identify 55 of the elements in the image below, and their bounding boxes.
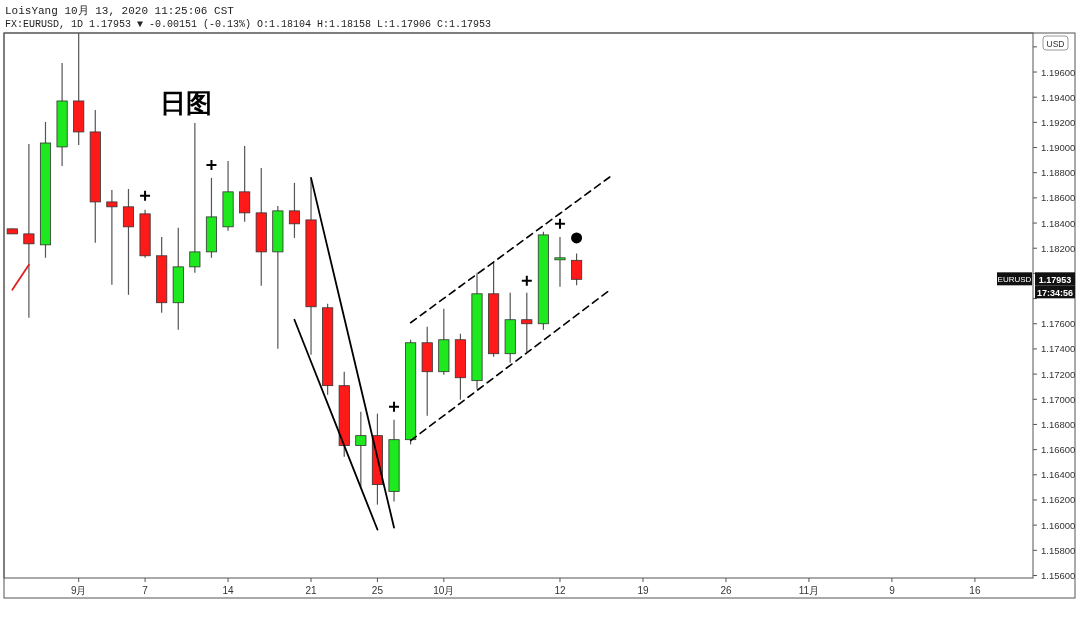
y-tick-label: 1.16600 [1041,444,1076,456]
line-series [293,318,379,531]
x-tick-label: 19 [637,585,649,596]
x-tick-label: 10月 [433,585,455,596]
candlestick [122,188,135,296]
y-tick-label: 1.18800 [1041,167,1076,179]
point [139,189,152,202]
y-tick-label: 1.18600 [1041,192,1076,204]
x-tick-label: 9月 [70,585,87,596]
y-tick-label: 1.19600 [1041,66,1076,78]
x-tick-label: 16 [969,585,981,596]
line-series [310,176,395,529]
y-tick-label: 1.17200 [1041,368,1076,380]
candlestick [239,145,251,223]
annotation: EURUSD [997,275,1032,285]
point [520,274,533,287]
candlestick [23,143,35,319]
x-tick-label: 12 [554,585,566,596]
x-tick-label: 14 [222,585,235,596]
candlestick [554,236,566,288]
annotation: 日图 [160,88,212,118]
y-tick-label: 1.18400 [1041,217,1076,229]
y-tick-label: 1.15600 [1041,569,1076,581]
x-tick-label: 21 [305,585,318,596]
candlestick [106,189,118,286]
x-tick-label: 7 [142,585,149,596]
line-series [409,176,611,324]
y-tick-label: 1.16800 [1041,418,1076,430]
y-tick-label: 1.19200 [1041,116,1076,128]
point [388,400,401,413]
text: USD [1046,38,1065,49]
x-tick-label: 25 [371,585,384,596]
y-tick-label: 1.16200 [1041,494,1076,506]
annotation: 1.17953 [1038,274,1072,285]
candlestick [521,292,533,354]
line-series [409,289,611,442]
text: 17:34:56 [1036,287,1074,298]
y-tick-label: 1.18200 [1041,242,1076,254]
candlestick [571,252,583,286]
point [571,232,583,244]
y-tick-label: 1.19400 [1041,91,1076,103]
x-tick-label: 9 [889,585,896,596]
y-tick-label: 1.15800 [1041,544,1076,556]
chart-subtitle: FX:EURUSD, 1D 1.17953 ▼ -0.00151 (-0.13%) O:1.18104 H:1.18158 L:1.17906 C:1.17953 [5,19,492,30]
candlestick [189,122,201,274]
y-tick-label: 1.17600 [1041,318,1076,330]
y-tick-label: 1.17000 [1041,393,1076,405]
x-tick-label: 11月 [798,585,820,596]
candlestick [288,182,300,239]
y-tick-label: 1.16000 [1041,519,1076,531]
y-tick-label: 1.17400 [1041,343,1076,355]
chart-title: LoisYang 10月 13, 2020 11:25:06 CST [5,5,235,17]
y-tick-label: 1.16400 [1041,469,1076,481]
y-tick-label: 1.19000 [1041,142,1076,154]
x-tick-label: 26 [720,585,732,596]
